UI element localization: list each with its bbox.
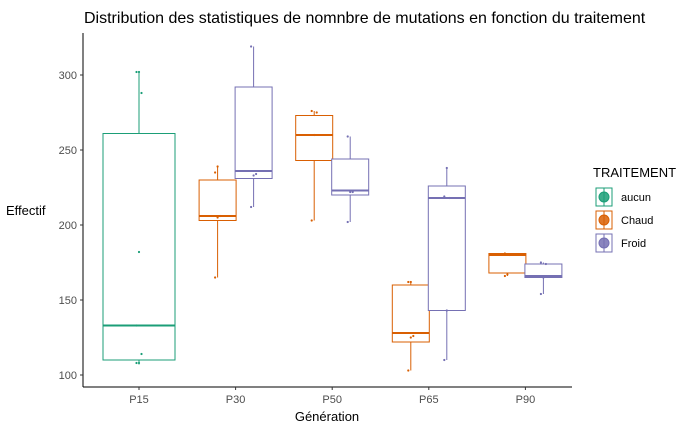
- plot-area: 100 150 200 250 300 P15 P30 P50 P65 P90: [59, 33, 572, 406]
- box-p65-froid: [427, 166, 466, 362]
- x-tick-label: P50: [322, 394, 342, 406]
- y-tick-label: 300: [59, 70, 77, 82]
- data-point: [315, 111, 318, 114]
- legend-label: Froid: [621, 238, 646, 250]
- data-point: [445, 309, 448, 312]
- data-point: [135, 70, 138, 74]
- box-rect: [331, 158, 370, 196]
- data-point: [140, 352, 143, 356]
- x-axis-title: Génération: [295, 409, 359, 424]
- data-point: [252, 174, 255, 177]
- data-point: [349, 190, 352, 194]
- data-point: [539, 292, 543, 296]
- legend-title: TRAITEMENT: [593, 165, 676, 180]
- legend-item-froid: Froid: [595, 233, 646, 253]
- data-point: [448, 196, 451, 200]
- data-point: [310, 219, 313, 222]
- data-point: [503, 252, 506, 255]
- data-point: [140, 91, 143, 95]
- data-point: [250, 205, 253, 209]
- data-point: [135, 324, 138, 327]
- legend-key-dot: [598, 237, 610, 249]
- legend-key-dot: [598, 214, 610, 226]
- data-point: [351, 190, 354, 194]
- legend-key-dot: [598, 191, 610, 203]
- box-p90-chaud: [488, 252, 527, 278]
- data-point: [412, 334, 415, 338]
- data-point: [214, 171, 217, 174]
- box-p90-froid: [524, 261, 563, 296]
- data-point: [544, 262, 548, 266]
- x-tick-label: P90: [516, 394, 536, 406]
- legend-item-aucun: aucun: [595, 187, 651, 207]
- data-point: [539, 261, 543, 264]
- box-p15-aucun: [102, 70, 176, 365]
- box-rect: [427, 185, 466, 311]
- data-point: [346, 135, 349, 138]
- data-point: [250, 45, 253, 48]
- data-point: [214, 276, 217, 279]
- data-point: [255, 172, 258, 176]
- legend-item-chaud: Chaud: [595, 210, 653, 230]
- data-point: [542, 276, 545, 279]
- box-rect: [198, 179, 237, 221]
- data-point: [310, 109, 313, 113]
- box-p30-chaud: [198, 165, 237, 279]
- data-point: [409, 336, 412, 339]
- y-tick-label: 100: [59, 370, 77, 382]
- data-point: [137, 361, 141, 365]
- data-point: [346, 220, 349, 224]
- data-point: [137, 70, 141, 74]
- x-tick-label: P15: [129, 394, 149, 406]
- data-point: [508, 253, 511, 257]
- box-p30-froid: [234, 45, 273, 209]
- box-rect: [488, 253, 527, 274]
- x-tick-label: P30: [226, 394, 246, 406]
- chart-title: Distribution des statistiques de nomnbre…: [84, 10, 646, 27]
- data-point: [409, 280, 412, 284]
- data-point: [407, 280, 410, 284]
- data-point: [216, 165, 219, 168]
- data-point: [135, 361, 138, 365]
- data-point: [137, 250, 141, 254]
- data-point: [443, 195, 446, 198]
- data-point: [407, 369, 410, 372]
- y-tick-label: 200: [59, 220, 77, 232]
- y-axis-title: Effectif: [6, 203, 46, 218]
- data-point: [313, 133, 316, 137]
- data-point: [445, 166, 448, 170]
- box-rect: [234, 86, 273, 179]
- legend-label: aucun: [621, 192, 651, 204]
- data-point: [503, 274, 506, 278]
- box-p65-chaud: [391, 280, 430, 372]
- data-point: [443, 358, 446, 362]
- y-tick-label: 150: [59, 295, 77, 307]
- box-rect: [102, 133, 176, 361]
- box-p50-froid: [331, 135, 370, 224]
- y-tick-label: 250: [59, 145, 77, 157]
- legend: TRAITEMENT aucun Chaud Froid: [593, 165, 676, 253]
- legend-label: Chaud: [621, 215, 653, 227]
- data-point: [219, 214, 222, 218]
- box-rect: [295, 115, 334, 161]
- data-point: [506, 273, 509, 276]
- box-p50-chaud: [295, 109, 334, 222]
- data-point: [216, 216, 219, 219]
- x-tick-label: P65: [419, 394, 439, 406]
